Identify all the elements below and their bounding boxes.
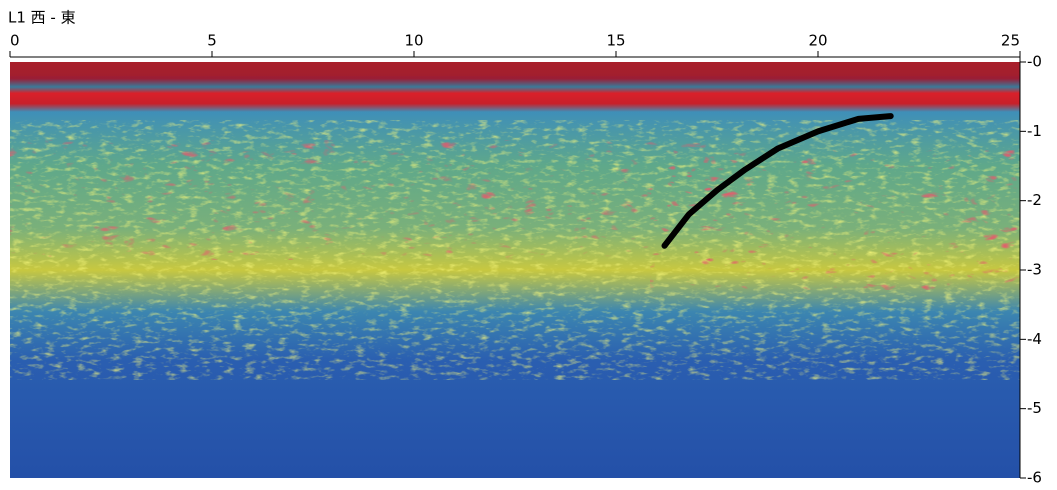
x-tick-label: 0 bbox=[10, 32, 20, 50]
y-tick-label: -4 bbox=[1027, 330, 1042, 348]
line bbox=[661, 113, 894, 249]
chart-title: L1 西 - 東 bbox=[8, 9, 76, 27]
y-tick-label: -0 bbox=[1027, 53, 1042, 71]
x-tick-label: 20 bbox=[808, 32, 827, 50]
y-tick-label: -5 bbox=[1027, 399, 1042, 417]
x-tick-label: 10 bbox=[404, 32, 423, 50]
y-tick-label: -2 bbox=[1027, 191, 1042, 209]
y-tick-label: -3 bbox=[1027, 261, 1042, 279]
radargram bbox=[10, 62, 1020, 478]
y-tick-label: -1 bbox=[1027, 122, 1042, 140]
x-tick-label: 5 bbox=[207, 32, 217, 50]
x-tick-label: 15 bbox=[606, 32, 625, 50]
y-tick-label: -6 bbox=[1027, 469, 1042, 487]
x-tick-label: 25 bbox=[1001, 32, 1020, 50]
